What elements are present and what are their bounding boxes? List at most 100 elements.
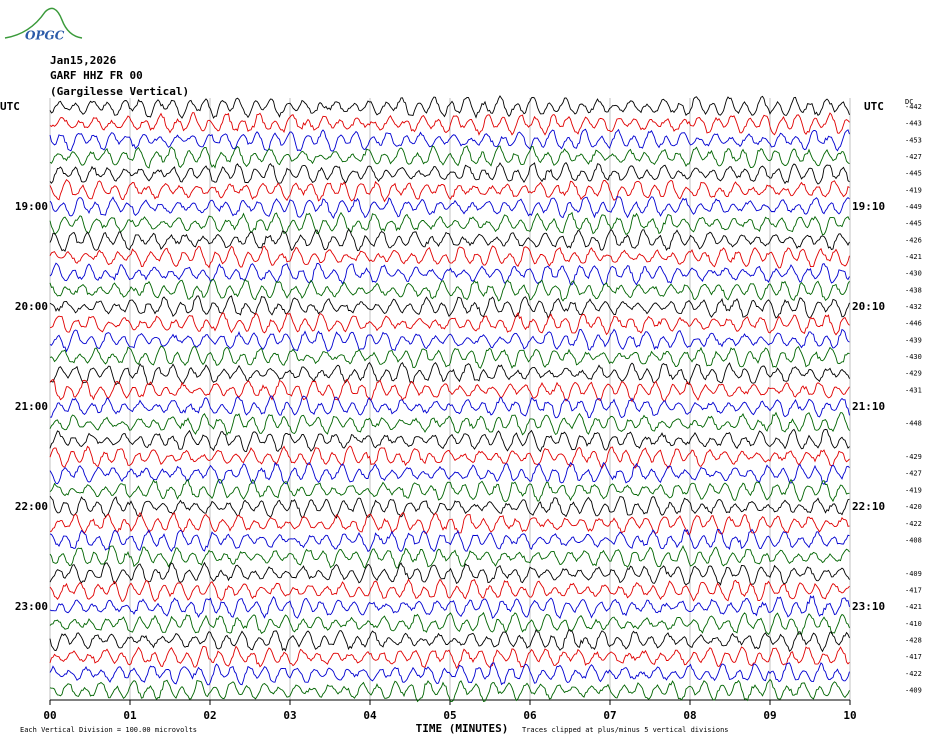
logo-curve [4,7,83,39]
trace [49,211,850,236]
dc-value: -422 [905,670,922,678]
dc-value: -431 [905,386,922,394]
trace [49,179,850,203]
date: Jan15,2026 [50,54,117,67]
right-time: 20:10 [852,300,885,313]
dc-value: -446 [905,320,922,328]
trace [49,145,850,169]
location: (Gargilesse Vertical) [50,85,189,98]
dc-value: -421 [905,603,922,611]
x-tick-label: 06 [523,709,537,722]
dc-value: -445 [905,220,922,228]
dc-value: -427 [905,153,922,161]
right-time: 21:10 [852,400,885,413]
trace [49,395,850,419]
dc-value: -453 [905,136,922,144]
x-axis-title: TIME (MINUTES) [416,722,509,735]
trace [49,345,850,369]
trace [49,561,850,586]
trace [49,295,850,319]
trace [49,262,850,286]
dc-value: -419 [905,486,922,494]
x-tick-label: 07 [603,709,616,722]
x-tick-label: 09 [763,709,776,722]
trace [49,595,850,619]
dc-value: -410 [905,620,922,628]
trace [49,662,850,686]
x-tick-label: 05 [443,709,456,722]
dc-value: -422 [905,520,922,528]
trace [49,428,850,453]
dc-value: -439 [905,336,922,344]
x-tick-label: 10 [843,709,856,722]
dc-value: -430 [905,270,922,278]
trace [49,361,850,386]
dc-value: -445 [905,170,922,178]
dc-value: -420 [905,503,922,511]
dc-value: -427 [905,470,922,478]
trace [49,544,850,569]
trace [49,578,850,603]
trace [49,128,850,152]
trace [49,411,850,436]
dc-value: -448 [905,420,922,428]
trace [49,245,850,269]
trace [49,628,850,653]
dc-value: -426 [905,236,922,244]
scale-note: Each Vertical Division = 100.00 microvol… [20,726,197,734]
x-tick-label: 01 [123,709,137,722]
logo: OPGC [25,29,65,43]
clip-note: Traces clipped at plus/minus 5 vertical … [522,726,729,734]
right-time: 19:10 [852,200,885,213]
dc-value: -429 [905,370,922,378]
left-time: 21:00 [15,400,48,413]
dc-value: -442 [905,103,922,111]
trace [49,328,850,353]
trace [49,228,850,253]
trace [49,445,850,469]
x-tick-label: 00 [43,709,56,722]
dc-value: -409 [905,686,922,694]
dc-label: DC [905,98,913,106]
trace [49,645,850,669]
trace [49,95,850,119]
right-time: 23:10 [852,600,885,613]
dc-value: -417 [905,586,922,594]
x-tick-label: 03 [283,709,296,722]
dc-value: -443 [905,120,922,128]
dc-value: -409 [905,570,922,578]
left-time: 20:00 [15,300,48,313]
dc-value: -408 [905,536,922,544]
trace [49,678,850,703]
dc-value: -419 [905,186,922,194]
trace [49,112,850,136]
dc-value: -430 [905,353,922,361]
trace [49,461,850,485]
dc-value: -438 [905,286,922,294]
left-time: 22:00 [15,500,48,513]
left-time: 19:00 [15,200,48,213]
x-tick-label: 02 [203,709,216,722]
trace [49,311,850,336]
trace [49,195,850,219]
dc-value: -421 [905,253,922,261]
right-utc: UTC [864,100,884,113]
trace [49,478,850,503]
station: GARF HHZ FR 00 [50,69,143,82]
trace [49,378,850,403]
dc-value: -449 [905,203,922,211]
trace [49,162,850,185]
dc-value: -432 [905,303,922,311]
trace [49,495,850,519]
trace [49,511,850,536]
trace [49,528,850,553]
trace [49,278,850,302]
dc-value: -429 [905,453,922,461]
dc-value: -417 [905,653,922,661]
trace [49,611,850,636]
left-time: 23:00 [15,600,48,613]
x-tick-label: 08 [683,709,696,722]
right-time: 22:10 [852,500,885,513]
